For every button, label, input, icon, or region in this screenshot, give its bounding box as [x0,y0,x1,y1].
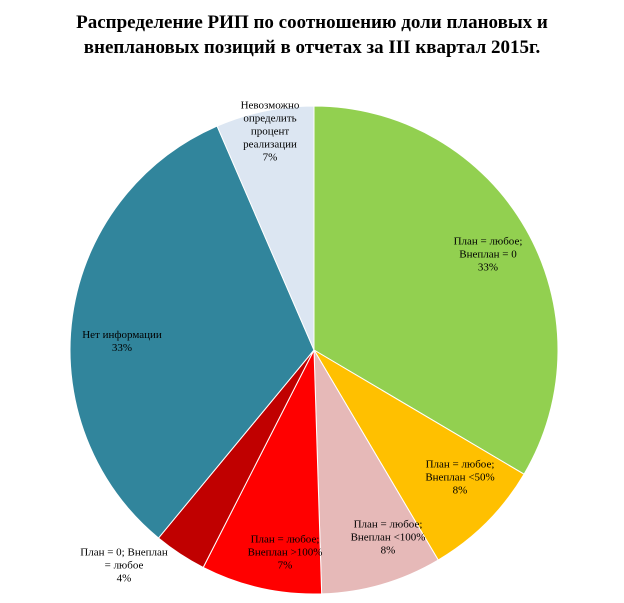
slice-percent: 8% [381,545,396,557]
slice-percent: 33% [112,342,132,354]
slice-label-6: Невозможно определить процент реализации 7% [241,100,300,164]
slice-percent: 7% [278,560,293,572]
slice-percent: 33% [478,262,498,274]
pie-slice-3 [202,349,323,595]
pie-slice-0 [313,105,559,475]
slice-label-5: Нет информации 33% [82,329,162,354]
slice-name-line: определить [243,113,296,125]
slice-name-line: Нет информации [82,329,162,341]
slice-name-line: План = любое; [251,534,320,546]
slice-label-3: План = любое; Внеплан >100% 7% [248,534,323,572]
pie-slice-6 [216,105,315,351]
pie-slice-1 [313,349,525,561]
slice-name-line: Внеплан = 0 [459,249,517,261]
pie-labels: План = любое; Внеплан = 0 33%План = любое;… [80,100,522,585]
slice-name-line: План = 0; Внеплан [80,547,168,559]
slice-percent: 7% [263,152,278,164]
slice-label-4: План = 0; Внеплан = любое 4% [80,547,168,585]
pie-slice-2 [313,349,439,595]
pie-slices [69,105,559,595]
slice-percent: 4% [117,573,132,585]
slice-name-line: План = любое; [454,236,523,248]
slice-name-line: Внеплан <50% [425,472,494,484]
slice-name-line: Внеплан >100% [248,547,323,559]
slice-percent: 8% [453,485,468,497]
slice-name-line: реализации [243,139,297,151]
pie-slice-5 [69,125,315,539]
chart-title: Распределение РИП по соотношению доли пл… [76,12,548,58]
slice-name-line: План = любое; [426,459,495,471]
slice-name-line: процент [251,126,290,138]
slice-name-line: Внеплан <100% [351,532,426,544]
slice-label-2: План = любое; Внеплан <100% 8% [351,519,426,557]
slice-name-line: Невозможно [241,100,300,112]
slice-label-0: План = любое; Внеплан = 0 33% [454,236,523,274]
slice-name-line: = любое [105,560,144,572]
slice-name-line: План = любое; [354,519,423,531]
slice-label-1: План = любое; Внеплан <50% 8% [425,459,494,497]
